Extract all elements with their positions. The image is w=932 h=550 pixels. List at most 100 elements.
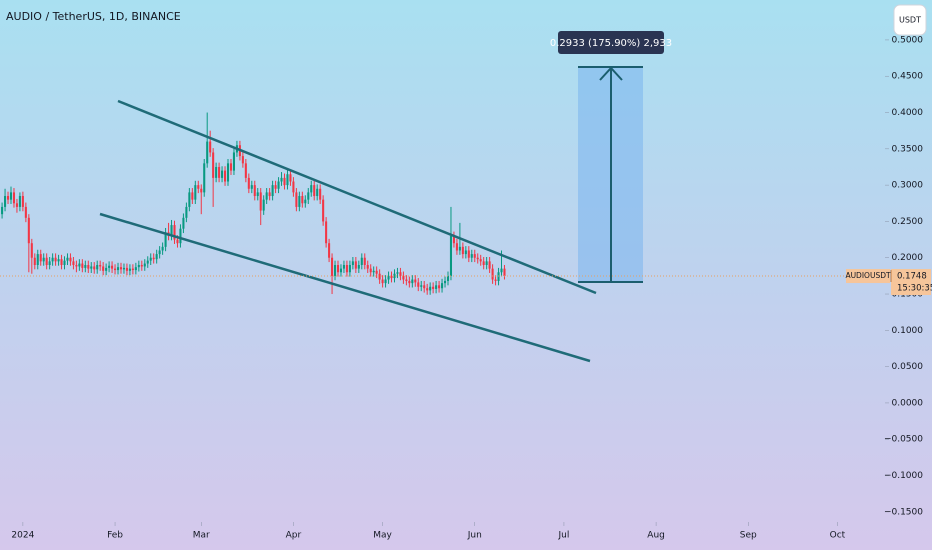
candle-body [363,257,366,265]
candle-body [384,279,387,284]
y-tick-label: 0.2000 [892,253,924,263]
candle-body [429,286,432,291]
candle-body [396,272,399,274]
candle-body [116,267,120,271]
currency-button[interactable] [893,4,927,36]
candle-body [328,243,331,258]
candle-body [455,243,458,251]
candle-body [21,196,24,207]
x-tick-label: 2024 [11,531,34,541]
candle-body [69,257,72,262]
candle-body [218,166,221,178]
candle-body [15,203,18,207]
candle-body [348,264,351,273]
symbol-label-box [846,269,890,284]
candle-body [108,265,111,268]
candle-body [158,250,161,255]
currency-label: USDT [899,16,921,25]
candle-body [500,268,503,273]
candle-body [51,257,54,262]
candle-body [60,259,63,265]
candle-body [140,264,143,267]
candle-body [137,264,140,268]
x-tick-label: Feb [107,531,123,541]
candle-body [256,192,259,197]
price-time: 15:30:35 [897,284,932,294]
measure-arrowhead [599,66,623,81]
candle-body [360,257,363,265]
candle-body [467,250,470,258]
candle-body [30,243,33,258]
candle-body [485,261,488,265]
candle-body [244,163,247,178]
candle-body [250,185,253,189]
candle-body [39,254,42,262]
candle-body [390,275,393,279]
candle-body [325,221,328,244]
candle-body [6,196,10,200]
x-tick-label: Jun [467,531,482,541]
candle-body [146,260,149,264]
candle-body [274,185,277,189]
candle-body [27,217,30,244]
candle-body [458,246,461,251]
x-tick-label: Aug [647,531,665,541]
candle-body [423,285,426,289]
candle-body [497,272,500,281]
candle-body [209,141,212,153]
candle-body [432,286,435,289]
candle-body [197,185,200,189]
y-tick-label: −0.1000 [884,471,923,481]
candle-body [66,257,69,261]
candle-body [42,257,45,262]
candle-body [90,266,93,269]
price-label: 0.1748 [897,272,927,282]
candle-body [161,246,164,251]
measure-label: 0.2933 (175.90%) 2,933 [550,38,672,49]
plot [1,112,506,295]
candle-body [93,266,96,270]
candle-body [503,268,506,277]
candle-body [72,261,75,265]
candle-body [369,268,372,273]
candle-body [452,235,455,244]
candle-body [176,239,179,244]
candle-body [1,206,4,215]
y-tick-label: 0.3500 [892,144,924,154]
candle-body [283,177,286,186]
candle-body [96,264,99,270]
candle-body [173,225,176,240]
candle-body [375,270,378,274]
candle-body [414,279,417,283]
y-tick-label: 0.3000 [892,181,924,191]
price-label-box [891,269,931,296]
candle-body [393,273,396,279]
candle-body [105,267,108,271]
candle-body [286,174,289,186]
candle-body [200,188,203,193]
candle-body [18,196,21,207]
candle-body [399,272,402,276]
candle-body [268,192,271,197]
candle-body [336,264,340,273]
candle-body [271,185,274,197]
y-tick-label: 0.2500 [892,217,924,227]
candle-body [170,225,173,236]
trend-line-lower [99,212,591,363]
candle-body [482,261,485,265]
candle-body [229,163,233,171]
candle-body [277,181,280,189]
candle-body [45,257,48,265]
candle-body [81,263,84,268]
candle-body [426,288,429,291]
candle-body [99,264,102,267]
candle-body [206,141,209,164]
candle-body [304,199,307,204]
candle-body [470,254,473,258]
candle-body [247,177,250,189]
candle-body [307,192,310,200]
candle-body [24,206,27,218]
candle-body [265,192,268,200]
candle-body [179,228,182,244]
